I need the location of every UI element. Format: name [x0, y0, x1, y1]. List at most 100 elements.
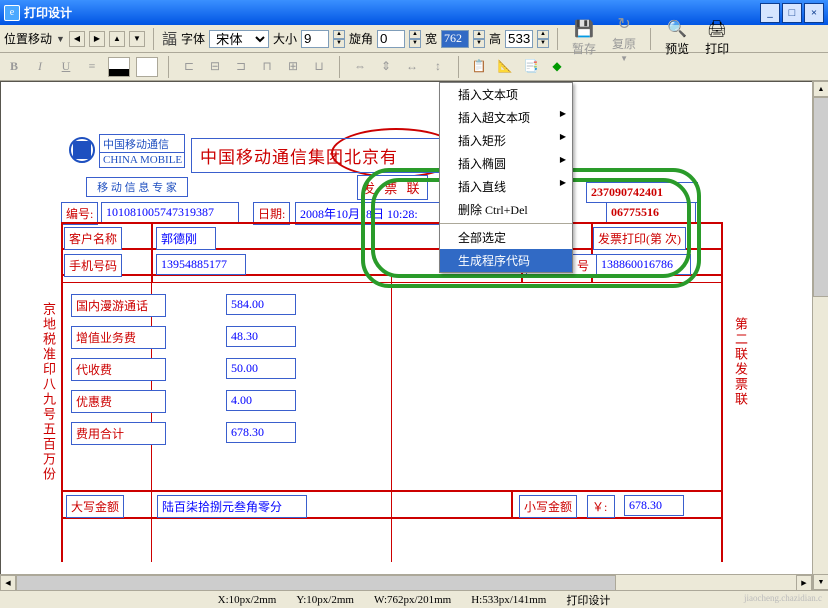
spin-down-icon[interactable]: ▼	[409, 39, 421, 48]
menu-item[interactable]: 插入超文本项	[440, 106, 572, 129]
row-value: 50.00	[226, 358, 296, 379]
bold-button[interactable]: B	[4, 57, 24, 77]
subtitle: 移 动 信 息 专 家	[86, 177, 188, 197]
align-hcenter-icon[interactable]: ⊟	[205, 57, 225, 77]
lower-value: 678.30	[624, 495, 684, 516]
row-value: 48.30	[226, 326, 296, 347]
menu-item[interactable]: 插入椭圆	[440, 152, 572, 175]
size-label: 大小	[273, 30, 297, 47]
logo-text2: CHINA MOBILE	[99, 152, 185, 168]
height-label: 高	[489, 30, 501, 47]
restore-icon: ↻	[612, 15, 636, 33]
font-icon: 諨	[162, 28, 177, 49]
row-value: 4.00	[226, 390, 296, 411]
align-top-icon[interactable]: ⊓	[257, 57, 277, 77]
nav-down-icon[interactable]: ▼	[129, 31, 145, 47]
menu-item[interactable]: 全部选定	[440, 226, 572, 249]
align-vcenter-icon[interactable]: ⊞	[283, 57, 303, 77]
menu-item[interactable]: 删除 Ctrl+Del	[440, 198, 572, 221]
preview-button[interactable]: 🔍预览	[659, 18, 695, 59]
scroll-thumb-h[interactable]	[16, 575, 616, 591]
contract-value: 138860016786	[596, 254, 691, 275]
right-num2: 06775516	[606, 202, 696, 223]
bg-color-button[interactable]	[136, 57, 158, 77]
row-label: 增值业务费	[71, 326, 166, 349]
row-label: 代收费	[71, 358, 166, 381]
menu-item[interactable]: 插入直线	[440, 175, 572, 198]
nav-left-icon[interactable]: ◀	[69, 31, 85, 47]
angle-input[interactable]	[377, 30, 405, 48]
row-label: 优惠费	[71, 390, 166, 413]
align-right-icon[interactable]: ⊐	[231, 57, 251, 77]
toolbar-primary: 位置移动 ▼ ◀ ▶ ▲ ▼ 諨 字体 宋体 大小 ▲▼ 旋角 ▲▼ 宽 762…	[0, 25, 828, 53]
print-icon: 🖨	[705, 20, 729, 38]
logo-icon	[69, 137, 95, 163]
width-label: 宽	[425, 30, 437, 47]
height-input[interactable]	[505, 30, 533, 48]
align-left-icon[interactable]: ⊏	[179, 57, 199, 77]
spin-down-icon[interactable]: ▼	[333, 39, 345, 48]
same-height-icon[interactable]: ↕	[428, 57, 448, 77]
position-label: 位置移动	[4, 30, 52, 47]
document: 中国移动通信 CHINA MOBILE 移 动 信 息 专 家 中国移动通信集团…	[31, 102, 771, 562]
close-button[interactable]: ×	[804, 3, 824, 23]
scroll-down-icon[interactable]: ▼	[813, 574, 828, 590]
cust-name: 郭德刚	[156, 227, 216, 250]
menu-item[interactable]: 生成程序代码	[440, 249, 572, 272]
maximize-button[interactable]: □	[782, 3, 802, 23]
scroll-up-icon[interactable]: ▲	[813, 81, 828, 97]
statusbar: X:10px/2mm Y:10px/2mm W:762px/201mm H:53…	[0, 590, 828, 608]
spin-up-icon[interactable]: ▲	[537, 30, 549, 39]
align-center-button[interactable]: ≡	[82, 57, 102, 77]
font-color-button[interactable]	[108, 57, 130, 77]
spin-down-icon[interactable]: ▼	[473, 39, 485, 48]
row-label: 费用合计	[71, 422, 166, 445]
tool4-icon[interactable]: ◆	[547, 57, 567, 77]
nav-right-icon[interactable]: ▶	[89, 31, 105, 47]
save-button[interactable]: 💾暂存	[566, 18, 602, 59]
scrollbar-horizontal[interactable]: ◀ ▶	[0, 574, 812, 590]
minimize-button[interactable]: _	[760, 3, 780, 23]
restore-button[interactable]: ↻复原▼	[606, 13, 642, 65]
scroll-right-icon[interactable]: ▶	[796, 575, 812, 591]
spin-down-icon[interactable]: ▼	[537, 39, 549, 48]
font-family-select[interactable]: 宋体	[209, 30, 269, 48]
scrollbar-vertical[interactable]: ▲ ▼	[812, 81, 828, 590]
distribute-v-icon[interactable]: ⇕	[376, 57, 396, 77]
width-input[interactable]: 762	[441, 30, 469, 48]
row-value: 678.30	[226, 422, 296, 443]
app-icon: e	[4, 5, 20, 21]
font-size-input[interactable]	[301, 30, 329, 48]
vtext-left: 京地税准印八九号五百万份	[39, 302, 58, 482]
align-bottom-icon[interactable]: ⊔	[309, 57, 329, 77]
serial-value: 101081005747319387	[101, 202, 239, 223]
status-w: W:762px/201mm	[374, 594, 451, 606]
lower-symbol: ￥:	[587, 495, 615, 518]
nav-up-icon[interactable]: ▲	[109, 31, 125, 47]
angle-label: 旋角	[349, 30, 373, 47]
spin-up-icon[interactable]: ▲	[409, 30, 421, 39]
row-value: 584.00	[226, 294, 296, 315]
same-width-icon[interactable]: ↔	[402, 57, 422, 77]
spin-up-icon[interactable]: ▲	[473, 30, 485, 39]
scroll-thumb-v[interactable]	[813, 97, 828, 297]
menu-item[interactable]: 插入文本项	[440, 83, 572, 106]
menu-item[interactable]: 插入矩形	[440, 129, 572, 152]
tool2-icon[interactable]: 📐	[495, 57, 515, 77]
status-title: 打印设计	[566, 592, 610, 608]
underline-button[interactable]: U	[56, 57, 76, 77]
distribute-h-icon[interactable]: ⇔	[350, 57, 370, 77]
status-y: Y:10px/2mm	[296, 594, 354, 606]
invoice-print: 发票打印(第 次)	[593, 227, 686, 250]
italic-button[interactable]: I	[30, 57, 50, 77]
tool1-icon[interactable]: 📋	[469, 57, 489, 77]
save-icon: 💾	[572, 20, 596, 38]
tool3-icon[interactable]: 📑	[521, 57, 541, 77]
upper-label: 大写金额	[66, 495, 124, 518]
scroll-left-icon[interactable]: ◀	[0, 575, 16, 591]
print-button[interactable]: 🖨打印	[699, 18, 735, 59]
design-canvas[interactable]: 中国移动通信 CHINA MOBILE 移 动 信 息 专 家 中国移动通信集团…	[0, 81, 828, 590]
spin-up-icon[interactable]: ▲	[333, 30, 345, 39]
context-menu: 插入文本项插入超文本项插入矩形插入椭圆插入直线删除 Ctrl+Del 全部选定生成…	[439, 82, 573, 273]
watermark: jiaocheng.chazidian.c	[744, 594, 822, 604]
